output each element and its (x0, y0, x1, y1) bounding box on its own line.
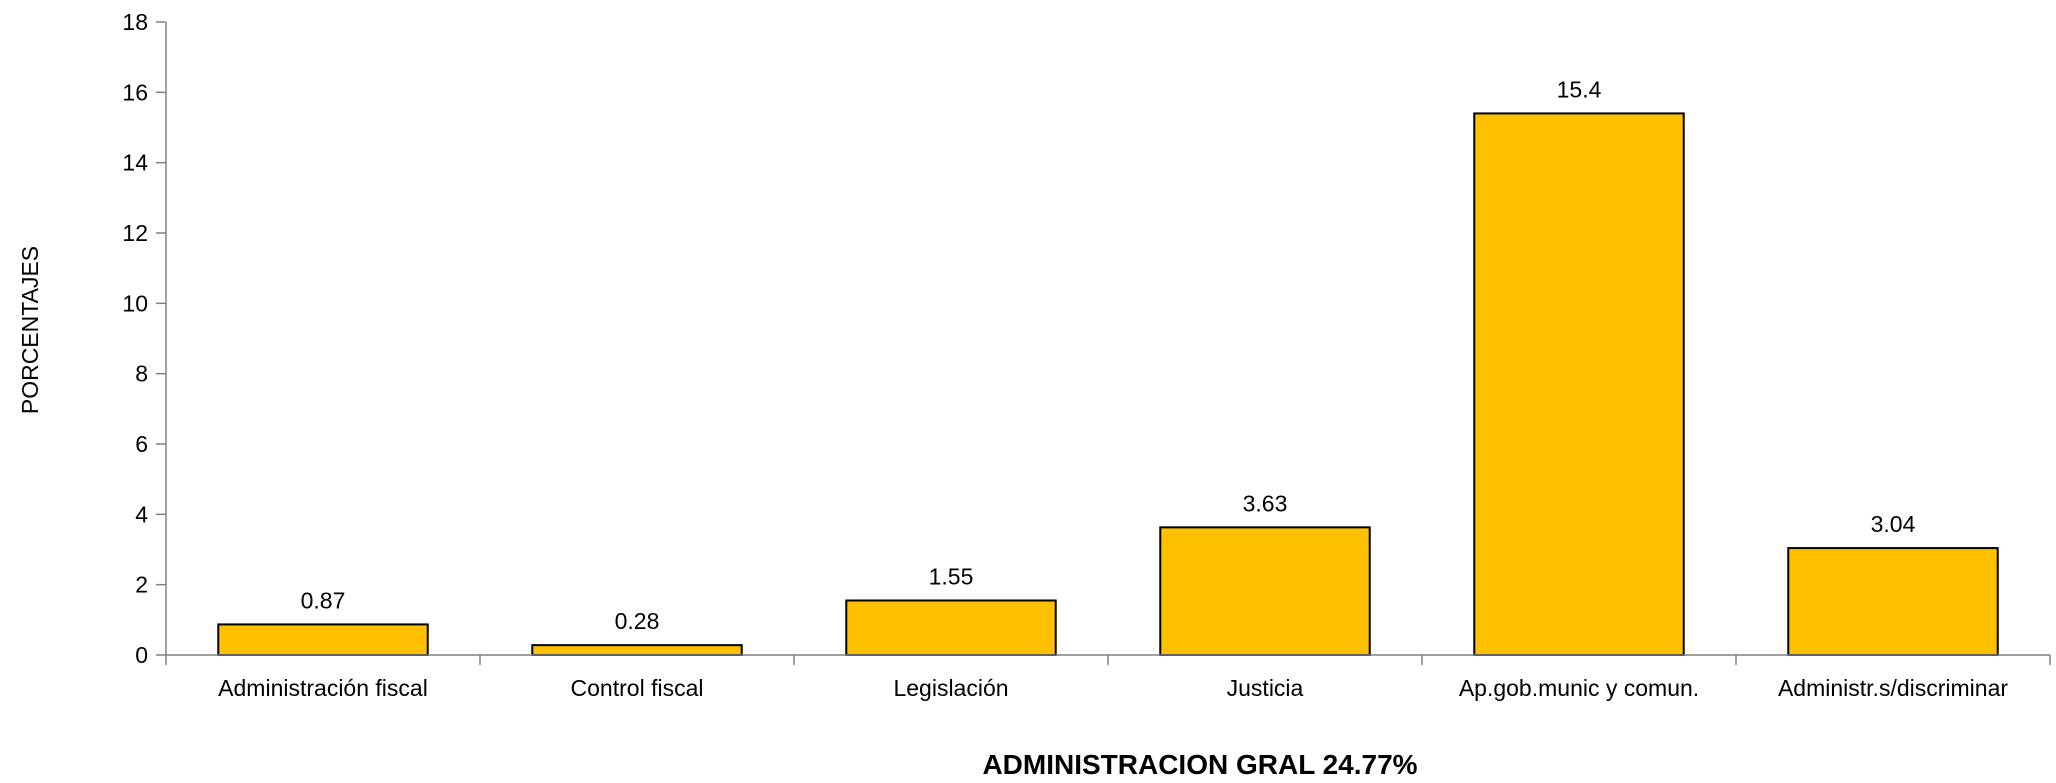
data-label: 3.04 (1871, 511, 1916, 537)
y-axis: 0 2 4 6 8 10 12 14 16 18 (122, 9, 167, 668)
y-tick-label: 12 (122, 220, 148, 246)
data-label: 1.55 (929, 563, 974, 589)
y-axis-title: PORCENTAJES (17, 246, 43, 414)
category-label: Administr.s/discriminar (1778, 675, 2008, 701)
data-label: 15.4 (1557, 76, 1602, 102)
y-tick-label: 10 (122, 290, 148, 316)
data-label: 3.63 (1243, 490, 1288, 516)
category-label: Ap.gob.munic y comun. (1459, 675, 1699, 701)
category-label: Legislación (893, 675, 1008, 701)
bars: 0.87 0.28 1.55 3.63 15.4 3.04 (217, 76, 1999, 657)
x-axis-title: ADMINISTRACION GRAL 24.77% (982, 749, 1417, 780)
y-tick-label: 6 (135, 431, 148, 457)
y-tick-label: 14 (122, 150, 148, 176)
y-tick-label: 4 (135, 501, 148, 527)
y-tick-label: 0 (135, 642, 148, 668)
category-label: Control fiscal (571, 675, 704, 701)
y-tick-label: 16 (122, 79, 148, 105)
category-label: Justicia (1227, 675, 1304, 701)
bar (1787, 547, 1999, 656)
y-tick-label: 2 (135, 572, 148, 598)
category-label: Administración fiscal (218, 675, 428, 701)
data-label: 0.28 (615, 608, 660, 634)
y-tick-label: 18 (122, 9, 148, 35)
bar (217, 623, 429, 657)
data-label: 0.87 (301, 587, 346, 613)
bar (845, 599, 1057, 656)
y-tick-label: 8 (135, 361, 148, 387)
bar (1159, 526, 1371, 656)
bar (1473, 112, 1685, 656)
x-axis: Administración fiscal Control fiscal Legis… (165, 654, 2051, 701)
bar (531, 644, 743, 656)
